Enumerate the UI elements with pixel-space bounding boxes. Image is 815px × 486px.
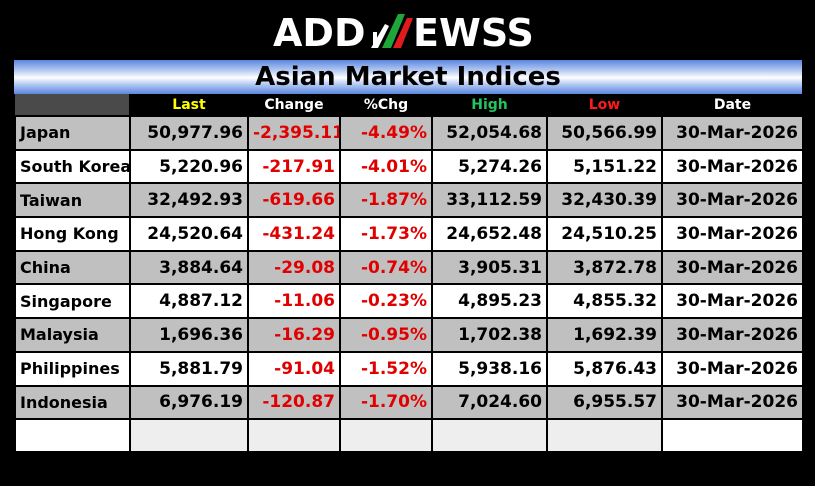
last-value: 1,696.36	[129, 317, 249, 353]
table-row: Malaysia 1,696.36 -16.29 -0.95% 1,702.38…	[14, 317, 804, 353]
table-row: Japan 50,977.96 -2,395.11 -4.49% 52,054.…	[14, 115, 804, 151]
index-name: Japan	[14, 115, 131, 151]
index-name: Taiwan	[14, 182, 131, 219]
low-value: 3,872.78	[546, 249, 663, 286]
empty-cell	[14, 418, 131, 454]
logo-text-ewss: EWSS	[413, 11, 534, 54]
index-name: Indonesia	[14, 384, 131, 421]
last-value: 3,884.64	[129, 249, 249, 286]
change-value: -16.29	[247, 317, 341, 353]
high-value: 3,905.31	[431, 249, 548, 286]
date-value: 30-Mar-2026	[661, 350, 804, 387]
change-value: -431.24	[247, 216, 341, 252]
change-value: -11.06	[247, 283, 341, 320]
low-value: 32,430.39	[546, 182, 663, 219]
low-value: 24,510.25	[546, 216, 663, 252]
date-value: 30-Mar-2026	[661, 148, 804, 185]
empty-cell	[129, 418, 249, 454]
addnewss-logo: ADD EWSS	[0, 6, 815, 56]
high-value: 33,112.59	[431, 182, 548, 219]
index-name: South Korea	[14, 148, 131, 185]
last-value: 50,977.96	[129, 115, 249, 151]
logo-graphic: ADD EWSS	[273, 11, 534, 54]
index-name: Philippines	[14, 350, 131, 387]
low-value: 1,692.39	[546, 317, 663, 353]
header-pct-change: %Chg	[340, 94, 433, 117]
high-value: 1,702.38	[431, 317, 548, 353]
low-value: 6,955.57	[546, 384, 663, 421]
empty-cell	[431, 418, 548, 454]
empty-cell	[661, 418, 804, 454]
last-value: 4,887.12	[129, 283, 249, 320]
pct-change-value: -4.01%	[339, 148, 433, 185]
pct-change-value: -1.70%	[339, 384, 433, 421]
change-value: -217.91	[247, 148, 341, 185]
logo-n-mark	[370, 14, 413, 48]
index-name: China	[14, 249, 131, 286]
table-row: Indonesia 6,976.19 -120.87 -1.70% 7,024.…	[14, 384, 804, 421]
header-last: Last	[130, 94, 249, 117]
change-value: -619.66	[247, 182, 341, 219]
empty-row	[14, 418, 804, 454]
last-value: 5,881.79	[129, 350, 249, 387]
low-value: 50,566.99	[546, 115, 663, 151]
table-title: Asian Market Indices	[14, 60, 802, 94]
index-name: Hong Kong	[14, 216, 131, 252]
table-body: Japan 50,977.96 -2,395.11 -4.49% 52,054.…	[14, 115, 804, 454]
last-value: 6,976.19	[129, 384, 249, 421]
empty-cell	[339, 418, 433, 454]
pct-change-value: -1.87%	[339, 182, 433, 219]
header-date: Date	[662, 94, 804, 117]
pct-change-value: -0.74%	[339, 249, 433, 286]
header-index	[15, 94, 131, 117]
change-value: -120.87	[247, 384, 341, 421]
index-name: Malaysia	[14, 317, 131, 353]
table-row: China 3,884.64 -29.08 -0.74% 3,905.31 3,…	[14, 249, 804, 286]
table-row: Hong Kong 24,520.64 -431.24 -1.73% 24,65…	[14, 216, 804, 252]
low-value: 5,151.22	[546, 148, 663, 185]
high-value: 5,274.26	[431, 148, 548, 185]
table-row: Singapore 4,887.12 -11.06 -0.23% 4,895.2…	[14, 283, 804, 320]
change-value: -2,395.11	[247, 115, 341, 151]
header-change: Change	[248, 94, 341, 117]
change-value: -29.08	[247, 249, 341, 286]
pct-change-value: -0.23%	[339, 283, 433, 320]
low-value: 5,876.43	[546, 350, 663, 387]
high-value: 5,938.16	[431, 350, 548, 387]
last-value: 5,220.96	[129, 148, 249, 185]
table-row: Philippines 5,881.79 -91.04 -1.52% 5,938…	[14, 350, 804, 387]
pct-change-value: -0.95%	[339, 317, 433, 353]
high-value: 24,652.48	[431, 216, 548, 252]
header-row: Last Change %Chg High Low Date	[15, 94, 804, 117]
index-name: Singapore	[14, 283, 131, 320]
date-value: 30-Mar-2026	[661, 182, 804, 219]
date-value: 30-Mar-2026	[661, 317, 804, 353]
empty-cell	[247, 418, 341, 454]
pct-change-value: -4.49%	[339, 115, 433, 151]
last-value: 24,520.64	[129, 216, 249, 252]
date-value: 30-Mar-2026	[661, 115, 804, 151]
market-indices-table: Last Change %Chg High Low Date Japan 50,…	[14, 94, 804, 454]
table-row: South Korea 5,220.96 -217.91 -4.01% 5,27…	[14, 148, 804, 185]
pct-change-value: -1.73%	[339, 216, 433, 252]
change-value: -91.04	[247, 350, 341, 387]
last-value: 32,492.93	[129, 182, 249, 219]
high-value: 52,054.68	[431, 115, 548, 151]
high-value: 4,895.23	[431, 283, 548, 320]
pct-change-value: -1.52%	[339, 350, 433, 387]
table-row: Taiwan 32,492.93 -619.66 -1.87% 33,112.5…	[14, 182, 804, 219]
header-high: High	[432, 94, 548, 117]
header-low: Low	[547, 94, 663, 117]
logo-text-add: ADD	[273, 11, 366, 54]
empty-cell	[546, 418, 663, 454]
date-value: 30-Mar-2026	[661, 384, 804, 421]
high-value: 7,024.60	[431, 384, 548, 421]
date-value: 30-Mar-2026	[661, 283, 804, 320]
date-value: 30-Mar-2026	[661, 216, 804, 252]
date-value: 30-Mar-2026	[661, 249, 804, 286]
low-value: 4,855.32	[546, 283, 663, 320]
